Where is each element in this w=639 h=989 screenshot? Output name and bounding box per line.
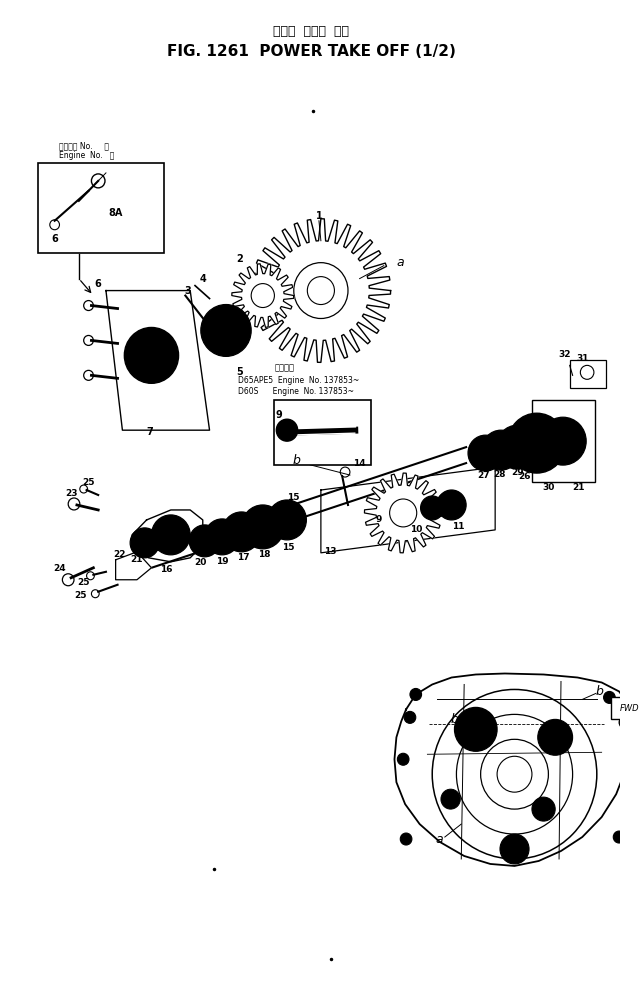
Text: 4: 4 xyxy=(199,274,206,284)
Circle shape xyxy=(604,691,615,703)
Text: 16: 16 xyxy=(160,566,173,575)
Text: パワー  テーク  オフ: パワー テーク オフ xyxy=(273,25,349,38)
Polygon shape xyxy=(106,291,210,430)
Bar xyxy=(38,163,164,252)
Text: 15: 15 xyxy=(288,494,300,502)
Circle shape xyxy=(621,752,633,764)
Circle shape xyxy=(276,419,298,441)
Circle shape xyxy=(204,519,240,555)
Polygon shape xyxy=(364,473,442,553)
Text: 22: 22 xyxy=(113,550,126,560)
Text: 24: 24 xyxy=(53,565,66,574)
Text: D60S      Engine  No. 137853~: D60S Engine No. 137853~ xyxy=(238,387,353,396)
Circle shape xyxy=(496,425,539,469)
Text: エンジン No.     ～: エンジン No. ～ xyxy=(59,141,109,150)
Circle shape xyxy=(468,435,503,471)
Circle shape xyxy=(268,500,306,540)
Text: 8A: 8A xyxy=(108,208,122,218)
Polygon shape xyxy=(394,674,633,866)
Text: 9: 9 xyxy=(376,515,382,524)
Text: 7: 7 xyxy=(146,427,153,437)
Circle shape xyxy=(613,831,625,843)
Text: 13: 13 xyxy=(325,547,337,557)
Text: 3: 3 xyxy=(185,286,192,296)
Circle shape xyxy=(619,716,631,728)
Text: a: a xyxy=(396,256,404,269)
Text: 15: 15 xyxy=(282,543,294,552)
Text: 32: 32 xyxy=(558,350,571,359)
Circle shape xyxy=(410,688,422,700)
Text: 10: 10 xyxy=(410,525,422,534)
Text: 12: 12 xyxy=(440,509,453,518)
Text: 26: 26 xyxy=(518,472,530,481)
Text: 30: 30 xyxy=(543,483,555,492)
Text: 29: 29 xyxy=(511,468,524,477)
Text: 28: 28 xyxy=(494,470,506,479)
Text: b: b xyxy=(596,685,604,698)
Circle shape xyxy=(532,797,555,821)
Circle shape xyxy=(242,505,284,549)
Text: 21: 21 xyxy=(131,555,143,565)
Text: 8: 8 xyxy=(130,348,137,358)
Circle shape xyxy=(222,512,261,552)
Text: 31: 31 xyxy=(576,354,589,363)
Circle shape xyxy=(454,707,497,752)
Text: 21: 21 xyxy=(572,483,585,492)
Circle shape xyxy=(538,719,573,756)
Text: 25: 25 xyxy=(75,591,87,600)
Circle shape xyxy=(420,496,444,520)
Text: 6: 6 xyxy=(51,233,58,243)
Circle shape xyxy=(189,525,220,557)
Polygon shape xyxy=(132,510,203,562)
Text: FIG. 1261  POWER TAKE OFF (1/2): FIG. 1261 POWER TAKE OFF (1/2) xyxy=(167,44,456,58)
Text: b: b xyxy=(469,444,477,457)
Text: b: b xyxy=(450,713,458,726)
Text: D65APE5  Engine  No. 137853~: D65APE5 Engine No. 137853~ xyxy=(238,376,359,385)
Polygon shape xyxy=(321,467,495,553)
Text: FWD: FWD xyxy=(620,704,639,713)
Text: 20: 20 xyxy=(195,559,207,568)
Polygon shape xyxy=(251,219,390,362)
Circle shape xyxy=(508,413,566,473)
Text: 5: 5 xyxy=(236,367,243,378)
Circle shape xyxy=(151,515,190,555)
Circle shape xyxy=(404,711,416,723)
Circle shape xyxy=(482,430,520,470)
Bar xyxy=(532,401,595,482)
Text: 27: 27 xyxy=(477,471,490,480)
Text: 1: 1 xyxy=(316,211,322,221)
Text: 23: 23 xyxy=(65,489,77,497)
Text: 9: 9 xyxy=(275,410,282,420)
Text: 14: 14 xyxy=(353,459,366,468)
Bar xyxy=(274,401,371,465)
Text: b: b xyxy=(293,454,300,467)
Circle shape xyxy=(400,833,412,845)
Circle shape xyxy=(397,754,409,765)
Text: 25: 25 xyxy=(82,478,95,487)
Text: 適用号機: 適用号機 xyxy=(274,364,295,373)
Text: 18: 18 xyxy=(259,550,271,560)
Text: 2: 2 xyxy=(236,253,243,264)
Bar xyxy=(612,697,639,719)
Text: 19: 19 xyxy=(216,558,229,567)
Circle shape xyxy=(441,789,460,809)
Text: Engine  No.   ～: Engine No. ～ xyxy=(59,151,115,160)
Text: 17: 17 xyxy=(237,553,250,563)
Circle shape xyxy=(130,528,159,558)
Bar xyxy=(570,360,606,389)
Polygon shape xyxy=(116,552,151,580)
Circle shape xyxy=(540,417,586,465)
Circle shape xyxy=(500,834,529,864)
Polygon shape xyxy=(232,264,294,327)
Text: 6: 6 xyxy=(95,279,102,289)
Circle shape xyxy=(201,305,251,356)
Circle shape xyxy=(437,493,456,513)
Text: 11: 11 xyxy=(452,522,465,531)
Circle shape xyxy=(125,327,178,384)
Text: 25: 25 xyxy=(77,579,90,587)
Text: a: a xyxy=(435,833,443,846)
Circle shape xyxy=(437,490,466,520)
